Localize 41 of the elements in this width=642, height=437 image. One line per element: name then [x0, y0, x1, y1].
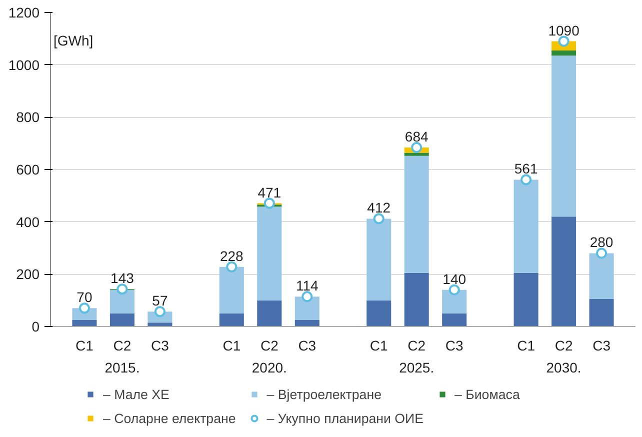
y-tick-label: 1000	[8, 56, 40, 73]
data-label: 57	[152, 292, 168, 309]
text: 2015.	[104, 360, 140, 376]
data-label: 471	[258, 184, 282, 200]
y-tick-label: 1200	[8, 4, 40, 20]
y-tick-label: 400	[16, 214, 40, 230]
x-tick-label: C1	[76, 338, 94, 354]
y-axis-title: [GWh]	[54, 32, 94, 48]
x-tick-label: C1	[222, 338, 241, 354]
data-label: 412	[367, 200, 391, 216]
x-tick-label: C3	[298, 338, 316, 354]
data-label: 228	[220, 248, 244, 264]
data-label: 114	[296, 278, 319, 294]
x-tick-label: C2	[554, 338, 573, 354]
text: 2025.	[399, 360, 434, 376]
y-tick-label: 200	[16, 266, 40, 282]
text: 2020.	[252, 360, 287, 376]
data-label: 561	[514, 160, 538, 177]
data-label: 280	[590, 234, 614, 250]
data-label: 70	[76, 289, 92, 306]
y-tick-label: 0	[32, 318, 40, 334]
data-label: 140	[442, 270, 466, 287]
x-tick-label: C2	[113, 338, 132, 354]
data-label: 684	[404, 128, 428, 145]
x-tick-label: C1	[517, 338, 536, 354]
x-tick-label: C3	[592, 338, 611, 354]
y-tick-label: 600	[16, 162, 40, 178]
text: 2030.	[546, 360, 582, 376]
y-tick-label: 800	[16, 109, 40, 126]
x-tick-label: C3	[151, 338, 170, 354]
x-tick-label: C2	[260, 338, 279, 354]
x-tick-label: C2	[408, 338, 426, 354]
x-tick-label: C3	[445, 338, 464, 354]
data-label: 1090	[548, 22, 580, 38]
legend-label: – Вјетроелектране	[266, 386, 382, 402]
legend-label: – Биомаса	[454, 386, 520, 402]
legend-label: – Соларне електране	[103, 410, 236, 426]
x-tick-label: C1	[370, 338, 388, 354]
legend-label: – Укупно планирани ОИЕ	[266, 410, 424, 426]
legend-label: – Мале ХЕ	[103, 386, 170, 402]
data-label: 143	[110, 270, 134, 286]
